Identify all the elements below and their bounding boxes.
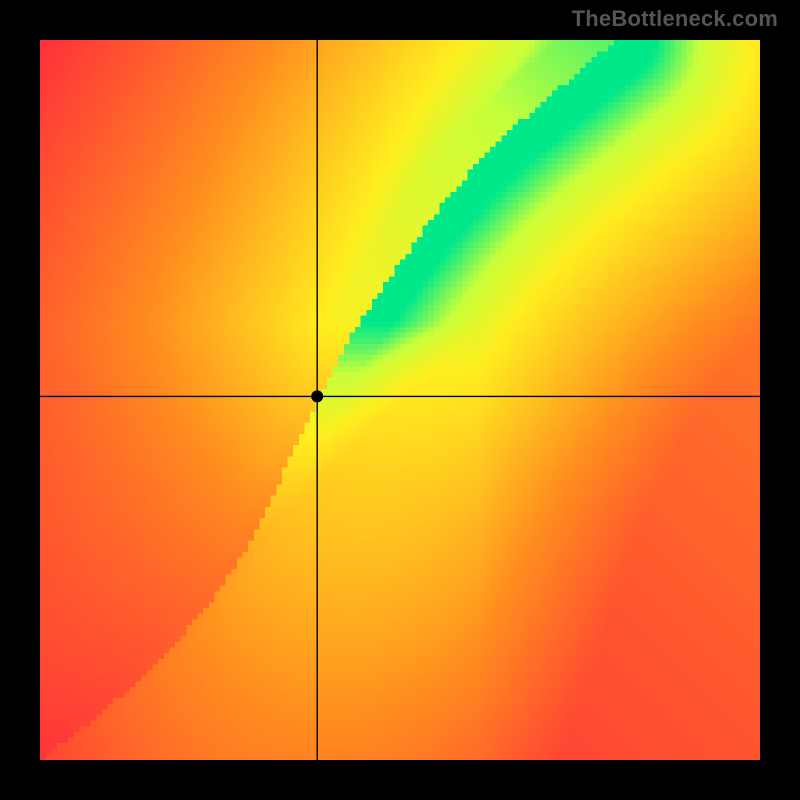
chart-container: TheBottleneck.com [0,0,800,800]
watermark-text: TheBottleneck.com [572,6,778,32]
heatmap-canvas [40,40,760,760]
